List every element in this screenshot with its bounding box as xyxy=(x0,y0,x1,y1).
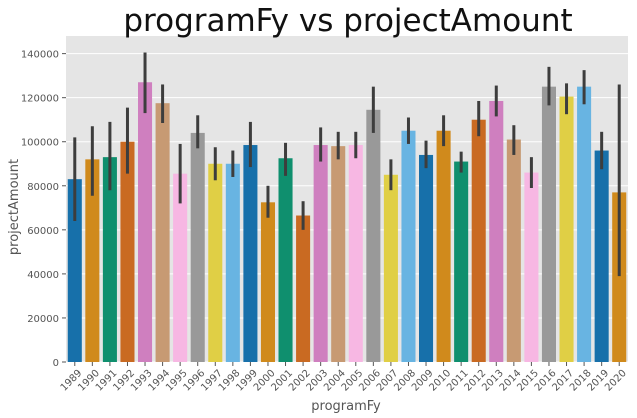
bar-1999 xyxy=(243,145,258,362)
bar-2011 xyxy=(454,161,469,362)
y-tick-label: 140000 xyxy=(21,50,59,61)
bar-2020 xyxy=(612,192,627,362)
bar-2006 xyxy=(366,109,381,362)
bar-2019 xyxy=(594,150,609,362)
bar-2000 xyxy=(260,202,275,362)
bar-1997 xyxy=(208,163,223,362)
y-tick-label: 60000 xyxy=(27,226,59,237)
bar-2014 xyxy=(506,139,521,362)
y-tick-label: 0 xyxy=(53,358,59,369)
error-bars xyxy=(73,52,621,277)
bar-2018 xyxy=(577,86,592,362)
bar-2004 xyxy=(331,146,346,362)
y-axis-ticks: 0 20000 40000 60000 80000 100000 120000 140000 xyxy=(21,50,66,369)
bar-1995 xyxy=(173,173,188,362)
y-tick-label: 40000 xyxy=(27,270,59,281)
y-axis-label: projectAmount xyxy=(7,159,22,255)
y-tick-label: 100000 xyxy=(21,138,59,149)
bar-1989 xyxy=(67,179,82,362)
bar-1996 xyxy=(190,132,205,362)
bars xyxy=(67,82,627,363)
bar-2010 xyxy=(436,130,451,362)
bar-1993 xyxy=(138,82,153,362)
bar-2007 xyxy=(383,174,398,362)
x-axis-ticks: 1989199019911992199319941995199619971998… xyxy=(59,362,629,394)
bar-2008 xyxy=(401,130,416,362)
bar-2001 xyxy=(278,158,293,362)
bar-2016 xyxy=(541,86,556,362)
x-axis-label: programFy xyxy=(311,399,381,414)
bar-2017 xyxy=(559,96,574,362)
y-tick-label: 20000 xyxy=(27,314,59,325)
bar-2015 xyxy=(524,172,539,362)
chart-title: programFy vs projectAmount xyxy=(123,3,572,39)
bar-1990 xyxy=(85,159,100,362)
bar-2003 xyxy=(313,145,328,362)
bar-2012 xyxy=(471,119,486,363)
bar-1994 xyxy=(155,103,170,362)
y-tick-label: 120000 xyxy=(21,94,59,105)
bar-2009 xyxy=(419,154,434,362)
bar-2002 xyxy=(296,215,311,362)
bar-2005 xyxy=(348,145,363,362)
bar-2013 xyxy=(489,100,504,362)
bar-1998 xyxy=(225,163,240,362)
y-tick-label: 80000 xyxy=(27,182,59,193)
bar-1992 xyxy=(120,141,135,362)
bar-1991 xyxy=(102,157,117,362)
